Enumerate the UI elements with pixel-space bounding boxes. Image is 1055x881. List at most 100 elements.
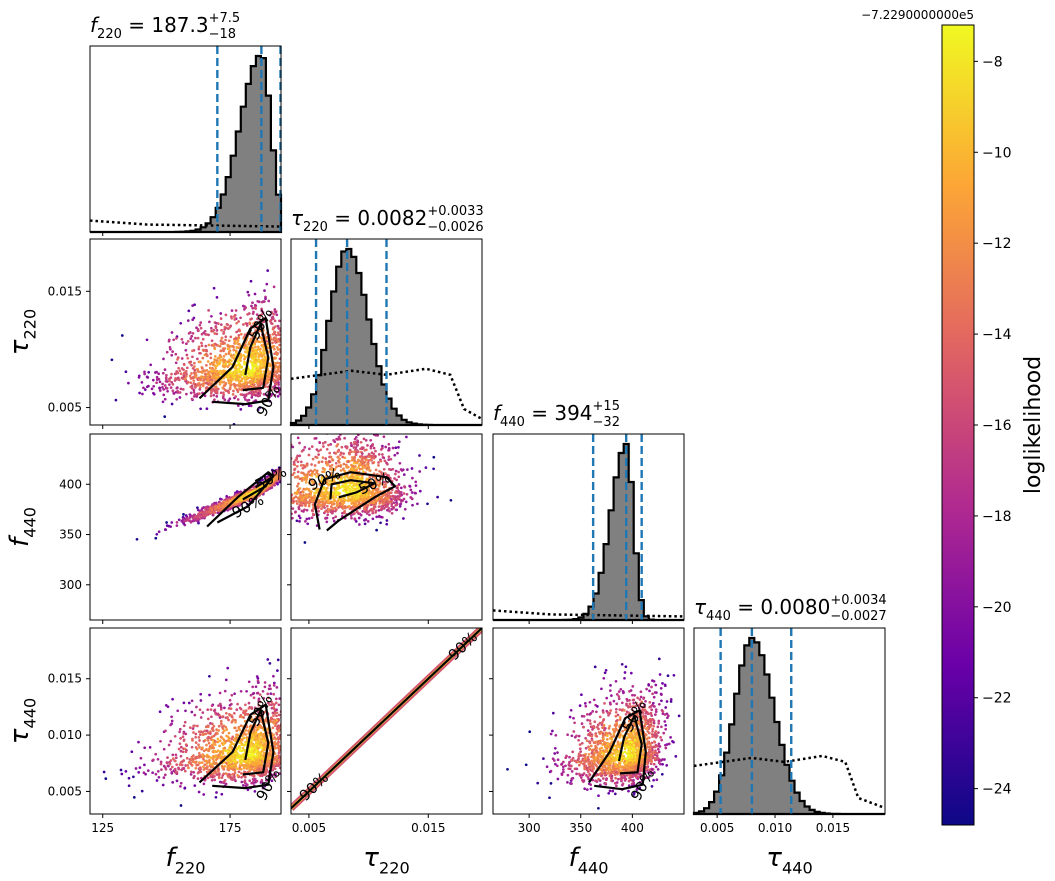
scatter-point bbox=[221, 731, 225, 734]
scatter-point bbox=[266, 658, 270, 661]
scatter-point bbox=[211, 329, 215, 333]
scatter-point bbox=[203, 394, 207, 398]
scatter-point bbox=[270, 779, 274, 783]
scatter-point bbox=[276, 394, 280, 398]
scatter-point bbox=[293, 724, 296, 727]
scatter-point bbox=[137, 376, 141, 379]
scatter-point bbox=[249, 279, 253, 283]
scatter-point bbox=[205, 369, 209, 372]
scatter-point bbox=[210, 778, 214, 782]
scatter-point bbox=[260, 778, 264, 782]
scatter-point bbox=[251, 301, 254, 305]
scatter-point bbox=[239, 772, 243, 775]
scatter-point bbox=[276, 669, 279, 672]
scatter-point bbox=[165, 373, 168, 377]
scatter-point bbox=[278, 362, 281, 365]
scatter-point bbox=[236, 404, 240, 407]
scatter-point bbox=[203, 729, 207, 733]
scatter-point bbox=[285, 467, 288, 470]
scatter-point bbox=[261, 732, 265, 736]
scatter-point bbox=[179, 372, 183, 376]
scatter-point bbox=[194, 371, 197, 375]
scatter-point bbox=[268, 703, 271, 706]
scatter-point bbox=[257, 704, 261, 707]
scatter-point bbox=[227, 399, 230, 403]
scatter-point bbox=[127, 784, 131, 788]
scatter-point bbox=[273, 724, 277, 728]
scatter-point bbox=[223, 689, 227, 693]
scatter-point bbox=[287, 697, 290, 700]
scatter-point bbox=[248, 322, 252, 326]
scatter-point bbox=[252, 728, 256, 731]
scatter-point bbox=[201, 356, 205, 360]
scatter-point bbox=[193, 365, 196, 368]
scatter-point bbox=[300, 757, 303, 760]
scatter-point bbox=[209, 708, 213, 711]
scatter-point bbox=[217, 776, 221, 780]
contour-50 bbox=[242, 322, 270, 392]
scatter-point bbox=[205, 363, 208, 367]
scatter-point bbox=[234, 309, 238, 312]
scatter-point bbox=[195, 705, 198, 709]
scatter-point bbox=[216, 749, 220, 753]
scatter-point bbox=[284, 747, 287, 750]
scatter-point bbox=[285, 369, 288, 372]
scatter-point bbox=[158, 380, 162, 384]
scatter-point bbox=[243, 770, 246, 774]
scatter-point bbox=[178, 763, 182, 766]
scatter-point bbox=[232, 382, 236, 386]
scatter-point bbox=[295, 350, 298, 353]
scatter-point bbox=[209, 775, 212, 779]
scatter-point bbox=[222, 393, 226, 397]
scatter-point bbox=[170, 353, 174, 357]
scatter-point bbox=[236, 767, 239, 771]
scatter-point bbox=[232, 348, 236, 352]
scatter-point bbox=[305, 761, 308, 764]
scatter-point bbox=[172, 391, 176, 395]
scatter-point bbox=[275, 714, 278, 718]
scatter-point bbox=[223, 328, 226, 331]
scatter-point bbox=[219, 719, 223, 723]
scatter-point bbox=[216, 322, 220, 325]
scatter-point bbox=[272, 338, 275, 342]
scatter-point bbox=[198, 739, 201, 742]
scatter-point bbox=[247, 385, 251, 388]
contour-50 bbox=[242, 477, 272, 501]
scatter-point bbox=[255, 367, 258, 371]
scatter-point bbox=[212, 709, 216, 713]
scatter-point bbox=[201, 371, 204, 374]
scatter-point bbox=[271, 332, 275, 336]
scatter-point bbox=[294, 719, 297, 722]
scatter-point bbox=[295, 332, 298, 335]
scatter-point bbox=[221, 743, 225, 746]
scatter-point bbox=[287, 754, 290, 757]
scatter-point bbox=[275, 732, 279, 736]
scatter-point bbox=[193, 303, 196, 307]
scatter-point bbox=[243, 713, 247, 717]
scatter-point bbox=[307, 399, 310, 402]
scatter-point bbox=[285, 347, 288, 350]
scatter-point bbox=[213, 398, 216, 402]
scatter-point bbox=[223, 764, 227, 768]
scatter-point bbox=[242, 336, 246, 340]
scatter-point bbox=[322, 322, 325, 325]
scatter-point bbox=[198, 388, 202, 391]
scatter-point bbox=[296, 717, 299, 720]
scatter-point bbox=[171, 753, 175, 757]
scatter-point bbox=[311, 729, 314, 732]
scatter-point bbox=[286, 313, 289, 316]
scatter-point bbox=[278, 697, 281, 700]
scatter-point bbox=[284, 735, 287, 738]
scatter-point bbox=[124, 770, 128, 773]
scatter-point bbox=[262, 751, 266, 755]
scatter-point bbox=[140, 789, 144, 793]
scatter-point bbox=[220, 497, 223, 501]
scatter-point bbox=[165, 761, 169, 765]
scatter-point bbox=[156, 757, 160, 761]
scatter-point bbox=[302, 455, 305, 458]
scatter-point bbox=[198, 386, 202, 389]
scatter-point bbox=[130, 750, 134, 754]
scatter-point bbox=[223, 706, 226, 710]
scatter-point bbox=[226, 323, 230, 327]
